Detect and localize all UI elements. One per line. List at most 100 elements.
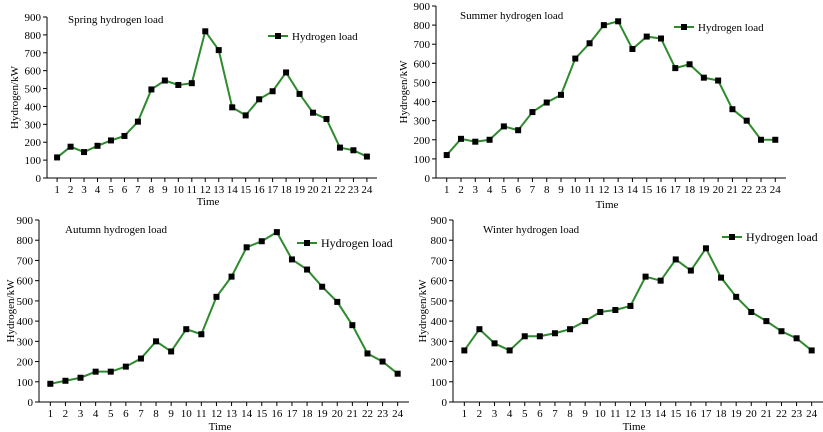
chart-title: Autumn hydrogen load [65, 224, 168, 236]
chart-title: Winter hydrogen load [483, 224, 580, 236]
x-tick-label: 23 [791, 408, 803, 420]
data-point-marker [672, 65, 679, 72]
data-point-marker [491, 340, 498, 347]
legend: Hydrogen load [268, 31, 358, 43]
x-tick-label: 15 [670, 408, 682, 420]
data-point-marker [748, 309, 755, 316]
data-point-marker [700, 74, 707, 81]
x-tick-label: 22 [741, 184, 752, 196]
y-tick-label: 200 [25, 137, 42, 149]
x-tick-label: 16 [685, 408, 697, 420]
x-tick-label: 8 [153, 408, 159, 420]
x-tick-label: 18 [302, 408, 314, 420]
data-point-marker [62, 377, 69, 384]
x-tick-label: 7 [530, 184, 536, 196]
y-axis-title: Hydrogen/kW [9, 65, 21, 129]
x-tick-label: 12 [625, 408, 636, 420]
x-tick-label: 10 [595, 408, 607, 420]
x-tick-label: 21 [727, 184, 738, 196]
data-point-marker [808, 347, 815, 354]
x-tick-label: 18 [684, 184, 696, 196]
data-point-marker [121, 132, 128, 139]
data-point-marker [47, 380, 54, 387]
x-tick-label: 8 [149, 184, 155, 196]
data-point-marker [715, 77, 722, 84]
x-tick-label: 14 [655, 408, 667, 420]
x-tick-label: 9 [162, 184, 168, 196]
x-tick-label: 3 [492, 408, 498, 420]
x-tick-label: 12 [598, 184, 609, 196]
x-tick-label: 22 [334, 184, 345, 196]
x-tick-label: 21 [347, 408, 358, 420]
data-point-marker [122, 363, 129, 370]
x-tick-label: 7 [135, 184, 141, 196]
x-tick-label: 6 [537, 408, 543, 420]
x-tick-label: 16 [254, 184, 266, 196]
x-tick-label: 24 [770, 184, 782, 196]
x-tick-label: 22 [776, 408, 787, 420]
data-point-marker [476, 326, 483, 333]
data-point-marker [672, 256, 679, 263]
y-tick-label: 0 [442, 397, 448, 409]
y-axis-title: Hydrogen/kW [417, 279, 429, 343]
x-tick-label: 23 [377, 408, 389, 420]
y-tick-label: 500 [414, 77, 431, 89]
x-tick-label: 2 [477, 408, 483, 420]
x-tick-label: 15 [641, 184, 653, 196]
data-point-marker [793, 335, 800, 342]
data-point-marker [175, 81, 182, 88]
x-tick-label: 7 [138, 408, 144, 420]
x-tick-label: 17 [670, 184, 682, 196]
x-tick-label: 7 [552, 408, 558, 420]
y-tick-label: 600 [25, 66, 42, 78]
y-tick-label: 0 [425, 173, 431, 185]
x-tick-label: 6 [515, 184, 521, 196]
data-point-marker [443, 152, 450, 159]
x-tick-label: 1 [54, 184, 60, 196]
x-tick-label: 17 [286, 408, 298, 420]
data-point-marker [81, 149, 88, 156]
x-tick-label: 23 [348, 184, 360, 196]
data-point-marker [458, 135, 464, 142]
series-line [463, 246, 813, 352]
legend-label: Hydrogen load [321, 236, 393, 250]
x-tick-label: 9 [558, 184, 564, 196]
data-point-marker [349, 322, 356, 329]
data-point-marker [350, 147, 357, 154]
x-tick-label: 16 [271, 408, 283, 420]
x-tick-label: 4 [93, 408, 99, 420]
data-point-marker [506, 347, 513, 354]
data-point-marker [582, 318, 589, 325]
data-point-marker [283, 69, 290, 76]
data-point-marker [461, 347, 468, 354]
data-point-marker [67, 143, 74, 150]
y-tick-label: 900 [431, 215, 448, 227]
x-tick-label: 1 [444, 184, 450, 196]
data-point-marker [778, 328, 785, 335]
x-tick-label: 16 [656, 184, 668, 196]
data-point-marker [486, 136, 493, 143]
data-point-marker [256, 96, 263, 103]
y-tick-label: 700 [17, 255, 34, 267]
data-point-marker [586, 40, 593, 47]
y-tick-label: 800 [414, 20, 431, 32]
x-tick-label: 24 [806, 408, 818, 420]
y-tick-label: 300 [431, 336, 448, 348]
data-point-marker [600, 22, 607, 29]
data-point-marker [288, 256, 295, 263]
data-point-marker [379, 358, 386, 365]
data-point-marker [188, 80, 195, 87]
x-tick-label: 1 [48, 408, 54, 420]
x-tick-label: 14 [227, 184, 239, 196]
series-line [56, 28, 368, 159]
x-tick-label: 22 [362, 408, 373, 420]
x-tick-label: 8 [567, 408, 573, 420]
data-point-marker [500, 123, 507, 130]
data-point-marker [551, 330, 558, 337]
x-tick-label: 4 [95, 184, 101, 196]
x-axis-title: Time [596, 199, 619, 211]
x-tick-label: 18 [281, 184, 293, 196]
